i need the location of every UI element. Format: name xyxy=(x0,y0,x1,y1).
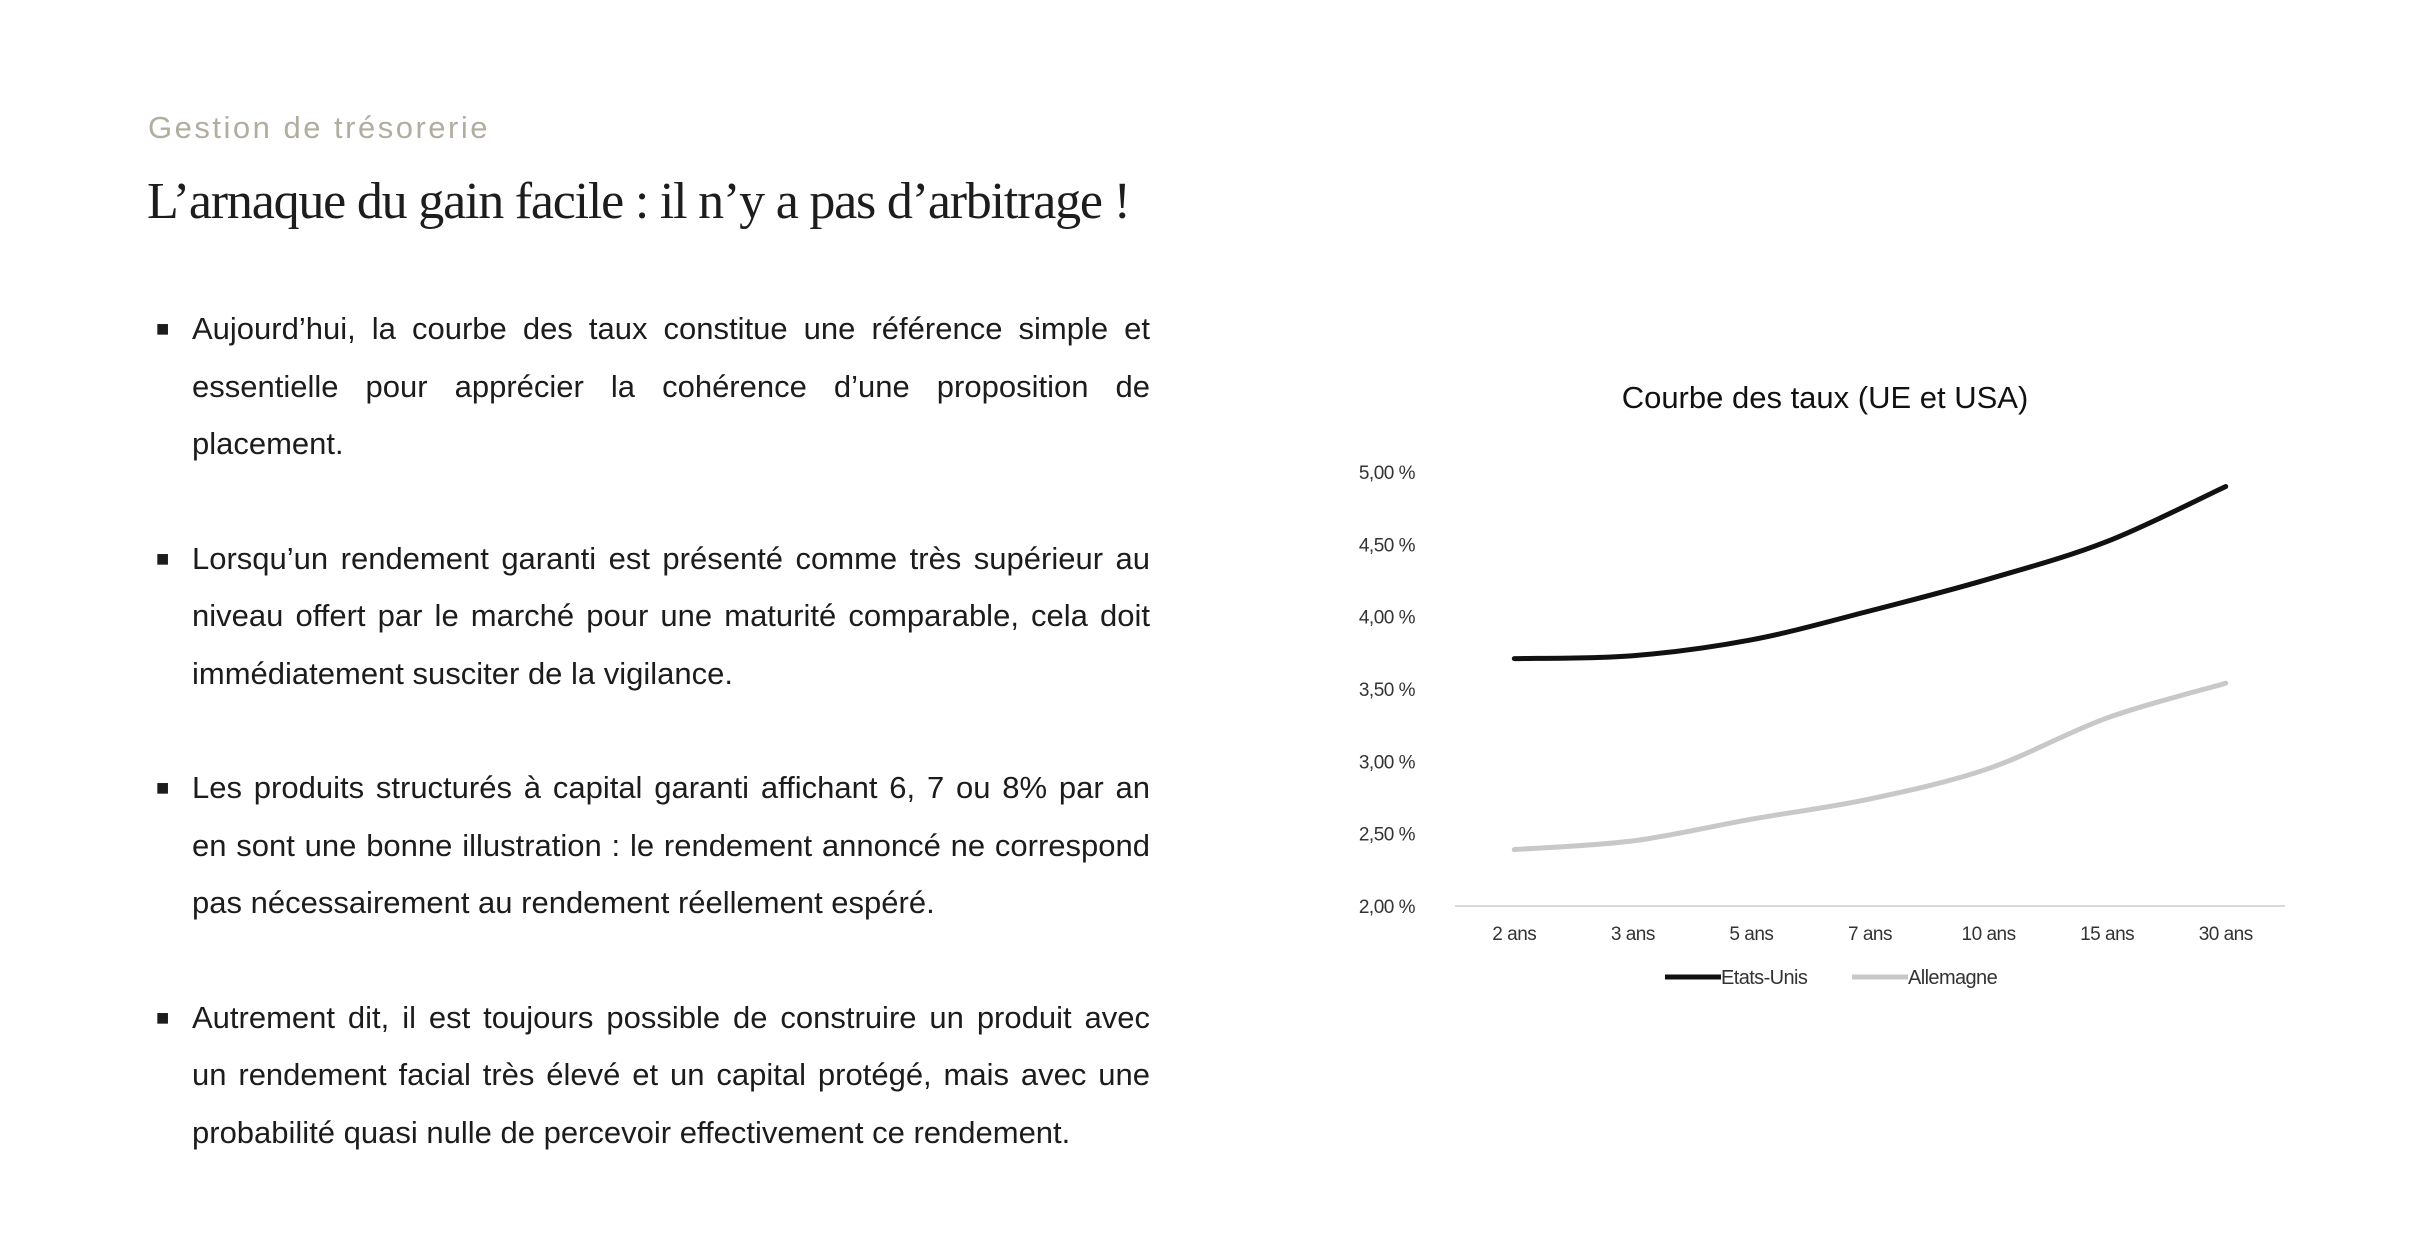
y-tick-label: 4,50 % xyxy=(1359,535,1416,556)
bullet-list: ■ Aujourd’hui, la courbe des taux consti… xyxy=(150,300,1150,1218)
bullet-text: Lorsqu’un rendement garanti est présenté… xyxy=(192,540,1150,691)
bullet-item: ■ Autrement dit, il est toujours possibl… xyxy=(150,989,1150,1162)
x-tick-label: 5 ans xyxy=(1729,924,1773,945)
x-tick-label: 10 ans xyxy=(1962,924,2016,945)
chart-title: Courbe des taux (UE et USA) xyxy=(1622,380,2029,415)
y-tick-label: 3,50 % xyxy=(1359,680,1416,701)
page-title: L’arnaque du gain facile : il n’y a pas … xyxy=(147,173,1131,230)
x-tick-label: 30 ans xyxy=(2199,924,2253,945)
bullet-square-icon: ■ xyxy=(156,1004,170,1030)
y-tick-label: 2,50 % xyxy=(1359,825,1416,846)
yield-curve-chart: Courbe des taux (UE et USA) 2,00 % 2,50 % 3… xyxy=(1340,370,2300,1010)
y-tick-label: 5,00 % xyxy=(1359,463,1416,484)
bullet-text: Les produits structurés à capital garant… xyxy=(192,770,1150,920)
x-tick-label: 2 ans xyxy=(1492,924,1536,945)
chart-svg: Courbe des taux (UE et USA) 2,00 % 2,50 % 3… xyxy=(1359,380,2285,989)
x-tick-label: 7 ans xyxy=(1848,924,1892,945)
series-line-etats-unis xyxy=(1511,483,2229,662)
bullet-text: Aujourd’hui, la courbe des taux constitu… xyxy=(192,311,1150,461)
section-label: Gestion de trésorerie xyxy=(148,110,490,145)
bullet-square-icon: ■ xyxy=(156,545,170,571)
bullet-item: ■ Aujourd’hui, la courbe des taux consti… xyxy=(150,300,1150,473)
bullet-square-icon: ■ xyxy=(156,316,170,341)
legend-label: Allemagne xyxy=(1908,967,1998,989)
x-tick-label: 15 ans xyxy=(2080,924,2134,945)
x-tick-label: 3 ans xyxy=(1611,924,1655,945)
y-tick-label: 2,00 % xyxy=(1359,897,1416,918)
bullet-square-icon: ■ xyxy=(156,775,170,800)
y-tick-label: 4,00 % xyxy=(1359,608,1416,629)
bullet-item: ■ Les produits structurés à capital gara… xyxy=(150,759,1150,932)
series-line-allemagne xyxy=(1511,680,2229,853)
bullet-text: Autrement dit, il est toujours possible … xyxy=(192,999,1150,1150)
bullet-item: ■ Lorsqu’un rendement garanti est présen… xyxy=(150,530,1150,703)
y-tick-label: 3,00 % xyxy=(1359,752,1416,773)
legend-label: Etats-Unis xyxy=(1721,967,1808,989)
